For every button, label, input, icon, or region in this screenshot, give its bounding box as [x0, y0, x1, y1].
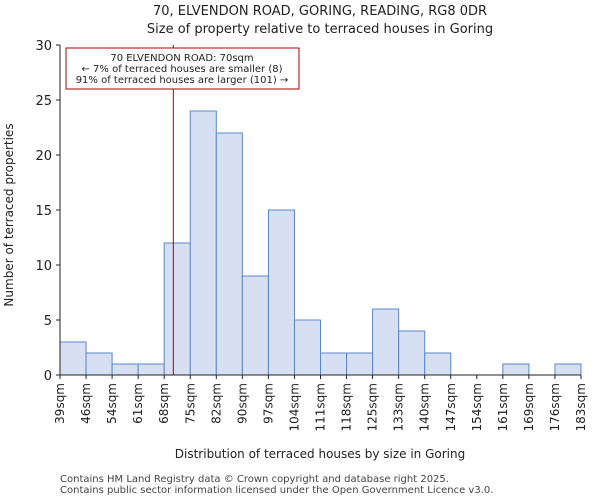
x-tick-label: 54sqm — [105, 383, 119, 424]
y-tick-label: 10 — [35, 259, 52, 274]
bar — [137, 363, 165, 376]
bar — [215, 132, 243, 376]
bars-group — [59, 110, 582, 376]
bar — [372, 308, 400, 376]
footer-line-1: Contains HM Land Registry data © Crown c… — [60, 474, 449, 485]
x-tick-label: 161sqm — [496, 383, 510, 431]
x-tick-label: 75sqm — [183, 383, 197, 424]
x-tick-label: 39sqm — [53, 383, 67, 424]
chart-subtitle: Size of property relative to terraced ho… — [147, 22, 493, 37]
bar — [502, 363, 530, 376]
y-tick-label: 0 — [44, 369, 52, 384]
annotation-box: 70 ELVENDON ROAD: 70sqm ← 7% of terraced… — [65, 47, 300, 90]
chart-title: 70, ELVENDON ROAD, GORING, READING, RG8 … — [153, 4, 487, 19]
x-axis-label: Distribution of terraced houses by size … — [175, 447, 465, 461]
x-tick-label: 90sqm — [235, 383, 249, 424]
x-tick-label: 140sqm — [418, 383, 432, 431]
bar — [241, 275, 269, 376]
bar — [85, 352, 113, 376]
annotation-line-2: ← 7% of terraced houses are smaller (8) — [82, 64, 283, 75]
bar — [554, 363, 582, 376]
footer-line-2: Contains public sector information licen… — [60, 485, 494, 496]
bar — [293, 319, 322, 376]
x-tick-label: 61sqm — [131, 383, 145, 424]
x-tick-label: 169sqm — [522, 383, 536, 431]
bar — [346, 352, 374, 376]
y-tick-label: 20 — [35, 149, 52, 164]
y-tick-label: 5 — [44, 314, 52, 329]
bar — [163, 242, 191, 376]
x-tick-label: 118sqm — [340, 383, 354, 431]
x-tick-label: 97sqm — [261, 383, 275, 424]
bar — [398, 330, 426, 376]
x-tick-label: 82sqm — [209, 383, 223, 424]
x-tick-label: 133sqm — [392, 383, 406, 431]
x-tick-label: 176sqm — [548, 383, 562, 431]
x-ticks: 39sqm 46sqm 54sqm 61sqm 68sqm 75sqm 82sqm 90sqm… — [53, 375, 588, 431]
x-tick-label: 154sqm — [470, 383, 484, 431]
x-tick-label: 183sqm — [574, 383, 588, 431]
y-tick-label: 15 — [35, 204, 52, 219]
annotation-line-1: 70 ELVENDON ROAD: 70sqm — [110, 53, 253, 64]
bar — [424, 352, 452, 376]
bar — [59, 341, 87, 376]
x-tick-label: 104sqm — [287, 383, 301, 431]
y-tick-label: 30 — [35, 39, 52, 54]
x-tick-label: 68sqm — [157, 383, 171, 424]
x-tick-label: 147sqm — [444, 383, 458, 431]
annotation-frame — [65, 47, 300, 90]
bar — [111, 363, 139, 376]
x-tick-label: 46sqm — [79, 383, 93, 424]
y-axis-label: Number of terraced properties — [2, 123, 16, 306]
bar — [189, 110, 217, 376]
y-tick-label: 25 — [35, 94, 52, 109]
y-ticks: 0 5 10 15 20 25 30 — [35, 39, 60, 384]
x-tick-label: 125sqm — [366, 383, 380, 431]
bar — [267, 209, 295, 376]
x-tick-label: 111sqm — [314, 383, 328, 431]
bar — [320, 352, 348, 376]
annotation-line-3: 91% of terraced houses are larger (101) … — [76, 75, 289, 86]
